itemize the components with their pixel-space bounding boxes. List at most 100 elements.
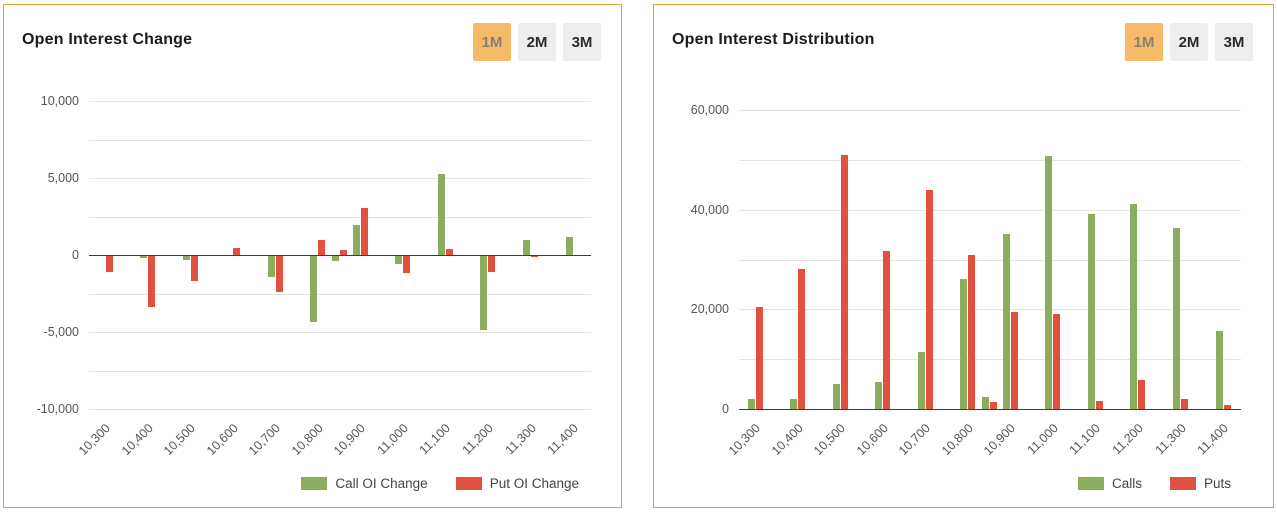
y-axis-label: -10,000 bbox=[36, 402, 79, 416]
bar-put-11100 bbox=[1095, 401, 1103, 409]
bar-call-10800 bbox=[310, 255, 318, 322]
legend-label: Calls bbox=[1111, 476, 1142, 491]
call-color-swatch bbox=[301, 477, 328, 490]
grid-line bbox=[89, 332, 591, 333]
grid-line bbox=[739, 309, 1241, 310]
bar-put-10300 bbox=[755, 306, 763, 409]
bar-put-10700 bbox=[925, 189, 933, 409]
legend-label: Puts bbox=[1203, 476, 1231, 491]
bar-put-11200 bbox=[1138, 379, 1146, 409]
chart-title: Open Interest Distribution bbox=[672, 31, 875, 48]
grid-line bbox=[739, 359, 1241, 360]
panel-open-interest-change: -10,000 -5,000 0 5,000 10,000 10,300 10,400 10,… bbox=[3, 4, 622, 508]
chart-title: Open Interest Change bbox=[22, 31, 193, 48]
y-axis-label: 10,000 bbox=[40, 94, 79, 108]
bar-put-10500 bbox=[840, 154, 848, 409]
bar-call-10900 bbox=[1002, 233, 1010, 409]
bar-call-11200 bbox=[480, 255, 488, 330]
bar-call-10400 bbox=[790, 398, 798, 409]
bar-call-11400 bbox=[565, 236, 573, 255]
panel-header: Open Interest Change 1M 2M 3M bbox=[4, 5, 621, 69]
legend-item-puts: Puts bbox=[1169, 476, 1231, 491]
period-toggle: 1M 2M 3M bbox=[473, 23, 601, 61]
bar-call-11300 bbox=[1173, 227, 1180, 409]
bar-put-11400 bbox=[1223, 405, 1231, 409]
period-toggle: 1M 2M 3M bbox=[1125, 23, 1253, 61]
puts-color-swatch bbox=[1169, 477, 1196, 490]
bar-put-10900 bbox=[1010, 312, 1018, 409]
y-axis-label: 0 bbox=[72, 248, 79, 262]
calls-color-swatch bbox=[1077, 477, 1104, 490]
chart-legend: Call OI Change Put OI Change bbox=[301, 476, 579, 491]
bar-put-11200 bbox=[488, 255, 496, 272]
bar-put-10850 bbox=[989, 401, 997, 409]
legend-label: Call OI Change bbox=[335, 476, 428, 491]
bar-put-10700 bbox=[275, 255, 283, 292]
period-3m-button[interactable]: 3M bbox=[563, 23, 601, 61]
period-2m-button[interactable]: 2M bbox=[1170, 23, 1208, 61]
bar-call-10850 bbox=[981, 397, 989, 409]
x-axis-line bbox=[739, 409, 1241, 410]
panel-header: Open Interest Distribution 1M 2M 3M bbox=[654, 5, 1273, 69]
bar-call-11000 bbox=[395, 255, 403, 265]
bar-put-10500 bbox=[190, 255, 198, 282]
legend-label: Put OI Change bbox=[489, 476, 579, 491]
y-axis-label: 60,000 bbox=[690, 103, 729, 117]
bar-call-11300 bbox=[523, 240, 530, 255]
period-2m-button[interactable]: 2M bbox=[518, 23, 556, 61]
bar-put-11300 bbox=[531, 255, 538, 258]
legend-item-put: Put OI Change bbox=[455, 476, 579, 491]
bar-put-10900 bbox=[360, 208, 368, 255]
bar-put-10600 bbox=[233, 248, 241, 255]
grid-line bbox=[89, 178, 591, 179]
bar-call-10500 bbox=[832, 383, 840, 409]
grid-line bbox=[89, 294, 591, 295]
bar-call-11100 bbox=[437, 174, 445, 255]
bar-call-11000 bbox=[1045, 155, 1053, 409]
grid-line bbox=[89, 371, 591, 372]
chart-legend: Calls Puts bbox=[1077, 476, 1231, 491]
grid-line bbox=[89, 409, 591, 410]
grid-line bbox=[739, 210, 1241, 211]
bar-call-10300 bbox=[747, 398, 755, 409]
bar-call-11200 bbox=[1130, 203, 1138, 409]
bar-put-10400 bbox=[148, 255, 156, 308]
legend-item-calls: Calls bbox=[1077, 476, 1142, 491]
bar-call-10850 bbox=[331, 255, 339, 262]
bar-put-11000 bbox=[403, 255, 411, 274]
bar-put-10850 bbox=[339, 249, 347, 255]
y-axis-label: 0 bbox=[722, 402, 729, 416]
bar-put-11300 bbox=[1181, 398, 1188, 409]
bar-call-10700 bbox=[267, 255, 275, 277]
grid-line bbox=[739, 260, 1241, 261]
bar-put-10800 bbox=[968, 254, 976, 409]
period-3m-button[interactable]: 3M bbox=[1215, 23, 1253, 61]
y-axis-label: 20,000 bbox=[690, 302, 729, 317]
x-axis-line bbox=[89, 255, 591, 256]
bar-call-11400 bbox=[1215, 330, 1223, 409]
period-1m-button[interactable]: 1M bbox=[473, 23, 511, 61]
bar-call-10600 bbox=[875, 382, 883, 409]
bar-call-10500 bbox=[182, 255, 190, 260]
grid-line bbox=[89, 217, 591, 218]
bar-put-10400 bbox=[798, 269, 806, 409]
bar-call-10800 bbox=[960, 279, 968, 409]
oi-change-plot-area: -10,000 -5,000 0 5,000 10,000 10,300 10,400 10,… bbox=[4, 5, 621, 507]
grid-line bbox=[89, 140, 591, 141]
bar-put-10600 bbox=[883, 251, 891, 409]
grid-line bbox=[739, 160, 1241, 161]
bar-put-11000 bbox=[1053, 314, 1061, 409]
oi-distribution-plot-area: 0 20,000 40,000 60,000 10,300 10,400 10,500 10,… bbox=[654, 5, 1273, 507]
bar-put-10800 bbox=[318, 240, 326, 255]
grid-line bbox=[89, 101, 591, 102]
y-axis-label: -5,000 bbox=[43, 325, 79, 339]
bar-call-10700 bbox=[917, 351, 925, 409]
period-1m-button[interactable]: 1M bbox=[1125, 23, 1163, 61]
bar-call-11100 bbox=[1087, 213, 1095, 409]
put-color-swatch bbox=[455, 477, 482, 490]
bar-call-10400 bbox=[140, 255, 148, 259]
panel-open-interest-distribution: 0 20,000 40,000 60,000 10,300 10,400 10,500 10,… bbox=[653, 4, 1274, 508]
y-axis-label: 40,000 bbox=[690, 202, 729, 217]
grid-line bbox=[739, 110, 1241, 111]
y-axis-label: 5,000 bbox=[47, 171, 79, 185]
